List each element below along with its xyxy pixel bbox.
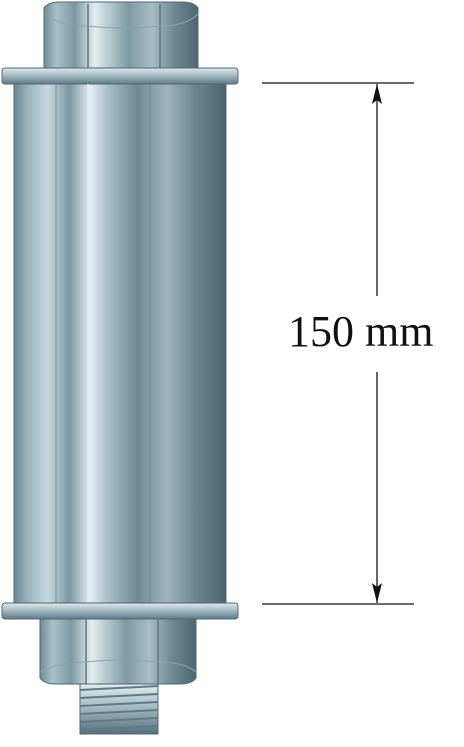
- bolt-thread: [79, 683, 159, 735]
- top-nut: [43, 1, 199, 71]
- dimension-arrow-top: [372, 84, 382, 104]
- tube: [13, 83, 227, 605]
- top-washer: [1, 67, 239, 85]
- dimension-label: 150 mm: [286, 307, 436, 356]
- bottom-washer: [1, 602, 239, 620]
- dimension-arrow-bottom: [372, 583, 382, 603]
- bottom-nut: [39, 618, 197, 685]
